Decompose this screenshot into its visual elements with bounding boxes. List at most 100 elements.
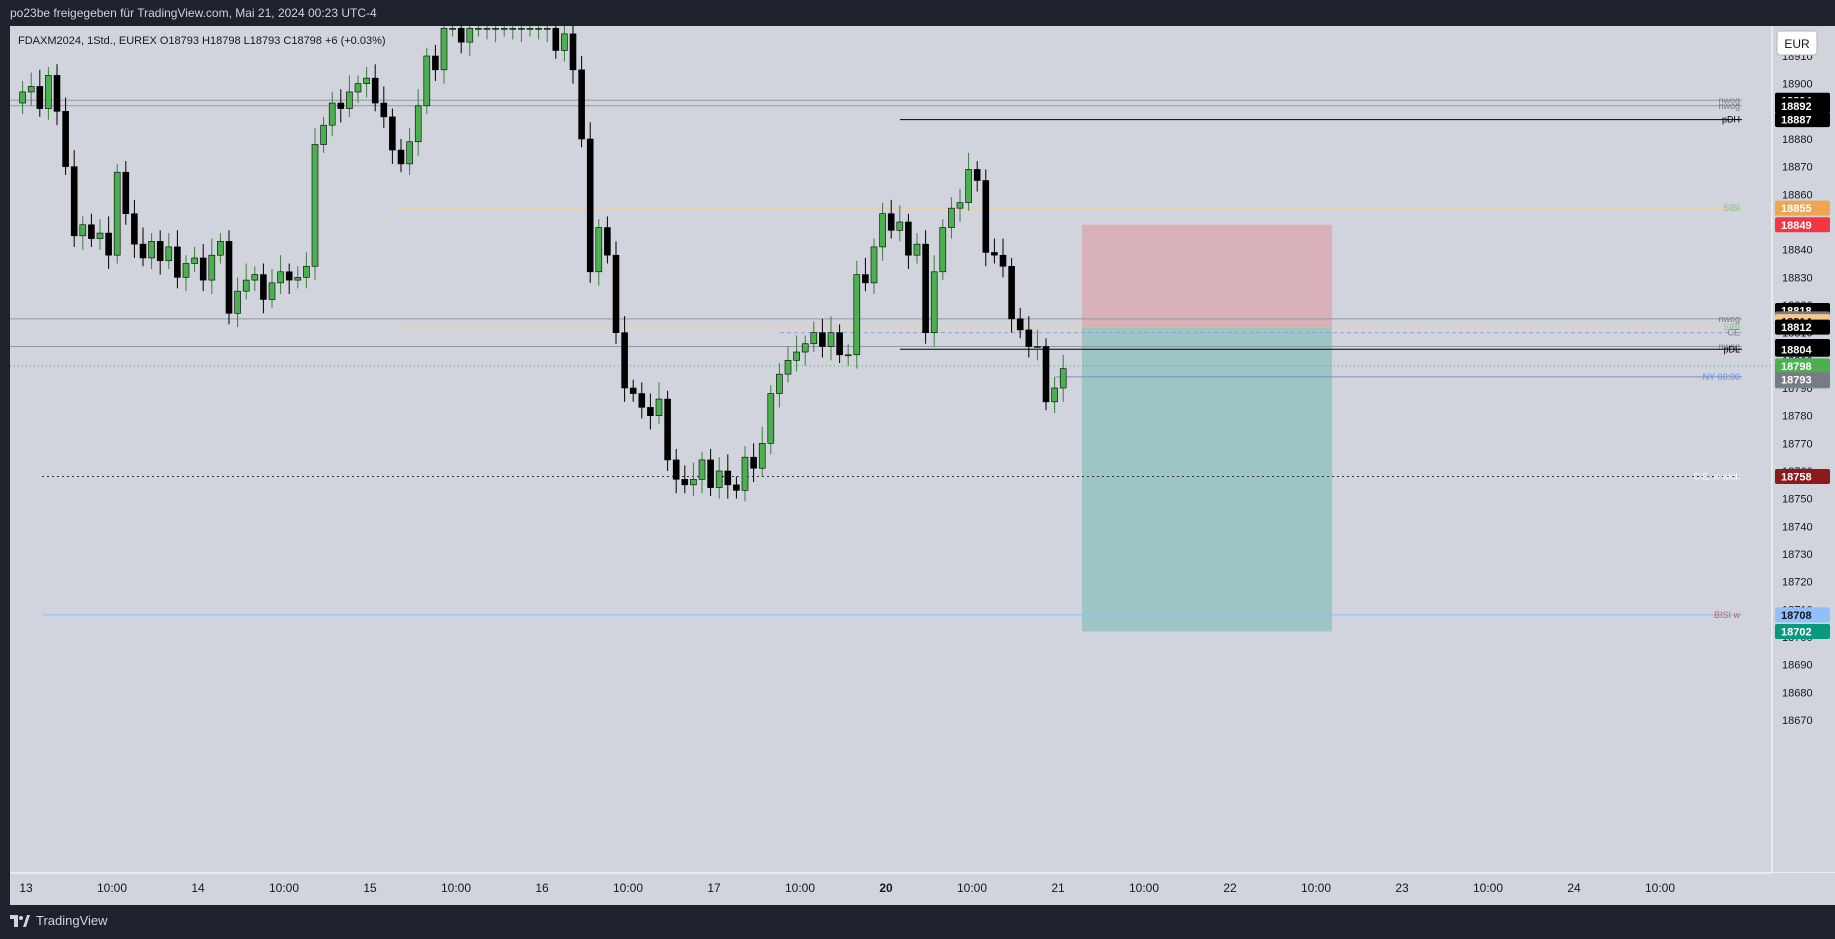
- candle[interactable]: [1034, 329, 1041, 361]
- candle[interactable]: [733, 476, 740, 499]
- candle[interactable]: [965, 152, 972, 211]
- candle[interactable]: [371, 64, 379, 112]
- candle[interactable]: [715, 457, 723, 499]
- candle[interactable]: [698, 451, 706, 494]
- candle[interactable]: [664, 390, 671, 471]
- candle[interactable]: [346, 75, 353, 117]
- candle[interactable]: [53, 64, 61, 126]
- candle[interactable]: [604, 216, 611, 264]
- candle[interactable]: [552, 26, 560, 59]
- candle[interactable]: [543, 26, 551, 43]
- candle[interactable]: [199, 244, 207, 292]
- candle[interactable]: [930, 255, 938, 347]
- candle[interactable]: [260, 263, 267, 314]
- candle[interactable]: [174, 230, 181, 289]
- candle[interactable]: [1008, 257, 1015, 333]
- candle[interactable]: [569, 26, 577, 84]
- candle[interactable]: [354, 75, 362, 104]
- candle[interactable]: [268, 269, 276, 308]
- candle[interactable]: [475, 26, 482, 37]
- candle[interactable]: [595, 219, 603, 286]
- candle[interactable]: [982, 169, 990, 267]
- candle[interactable]: [406, 127, 413, 175]
- take-profit-zone[interactable]: [1082, 327, 1332, 632]
- candle[interactable]: [96, 219, 104, 250]
- candle[interactable]: [217, 233, 224, 264]
- candle[interactable]: [122, 161, 130, 225]
- candle[interactable]: [758, 426, 766, 477]
- candle[interactable]: [1051, 376, 1058, 413]
- candle[interactable]: [285, 263, 293, 294]
- candle[interactable]: [793, 335, 800, 372]
- candle[interactable]: [724, 454, 732, 499]
- candle[interactable]: [139, 227, 147, 267]
- candle[interactable]: [827, 316, 835, 361]
- candle[interactable]: [1042, 338, 1050, 411]
- candle[interactable]: [449, 26, 456, 37]
- candle[interactable]: [913, 233, 921, 264]
- candle[interactable]: [337, 89, 345, 123]
- candle[interactable]: [500, 26, 508, 37]
- candle[interactable]: [320, 116, 327, 153]
- candle[interactable]: [182, 255, 190, 292]
- currency-button[interactable]: [1776, 30, 1818, 56]
- candle[interactable]: [27, 72, 35, 106]
- candle[interactable]: [801, 335, 809, 366]
- candle[interactable]: [88, 213, 95, 247]
- candle[interactable]: [973, 161, 981, 192]
- candle[interactable]: [681, 465, 689, 494]
- candle[interactable]: [887, 199, 895, 239]
- time-axis[interactable]: [10, 873, 1835, 905]
- candle[interactable]: [991, 238, 998, 264]
- candle[interactable]: [311, 127, 319, 281]
- candle[interactable]: [208, 238, 216, 294]
- candle[interactable]: [879, 202, 886, 261]
- candle[interactable]: [148, 233, 155, 270]
- candle[interactable]: [466, 26, 474, 56]
- candle[interactable]: [707, 448, 714, 496]
- candle[interactable]: [303, 252, 310, 289]
- candle[interactable]: [131, 199, 138, 258]
- candle[interactable]: [578, 56, 585, 148]
- candle[interactable]: [776, 363, 783, 408]
- candle[interactable]: [870, 238, 878, 294]
- candle[interactable]: [1059, 354, 1067, 402]
- candle[interactable]: [156, 230, 164, 275]
- candle[interactable]: [70, 150, 78, 247]
- candle[interactable]: [535, 26, 542, 40]
- candle[interactable]: [896, 205, 904, 242]
- candle[interactable]: [844, 343, 852, 366]
- currency-button-label[interactable]: EUR: [1784, 37, 1810, 51]
- candle[interactable]: [561, 26, 568, 62]
- candle[interactable]: [363, 67, 370, 98]
- candle[interactable]: [784, 346, 792, 383]
- candle[interactable]: [750, 443, 757, 483]
- candle[interactable]: [397, 139, 405, 173]
- candle[interactable]: [457, 26, 465, 54]
- candle[interactable]: [380, 86, 388, 128]
- candle[interactable]: [328, 91, 336, 137]
- candle[interactable]: [1025, 316, 1033, 358]
- candle[interactable]: [165, 233, 173, 270]
- candle[interactable]: [999, 238, 1007, 278]
- candle[interactable]: [113, 163, 121, 264]
- candle[interactable]: [251, 266, 259, 292]
- candle[interactable]: [389, 108, 396, 164]
- candle[interactable]: [526, 26, 534, 37]
- candle[interactable]: [492, 26, 499, 43]
- candle[interactable]: [767, 385, 775, 455]
- candle[interactable]: [509, 26, 517, 40]
- candle[interactable]: [939, 219, 947, 281]
- candle[interactable]: [36, 69, 44, 117]
- candle[interactable]: [922, 230, 929, 344]
- candle[interactable]: [62, 97, 69, 175]
- candle[interactable]: [629, 379, 637, 402]
- candle[interactable]: [225, 230, 233, 325]
- candle[interactable]: [741, 446, 749, 502]
- candle[interactable]: [483, 26, 491, 40]
- candle[interactable]: [690, 462, 697, 496]
- candle[interactable]: [191, 246, 198, 272]
- candle[interactable]: [586, 122, 594, 283]
- price-axis[interactable]: [1772, 26, 1835, 873]
